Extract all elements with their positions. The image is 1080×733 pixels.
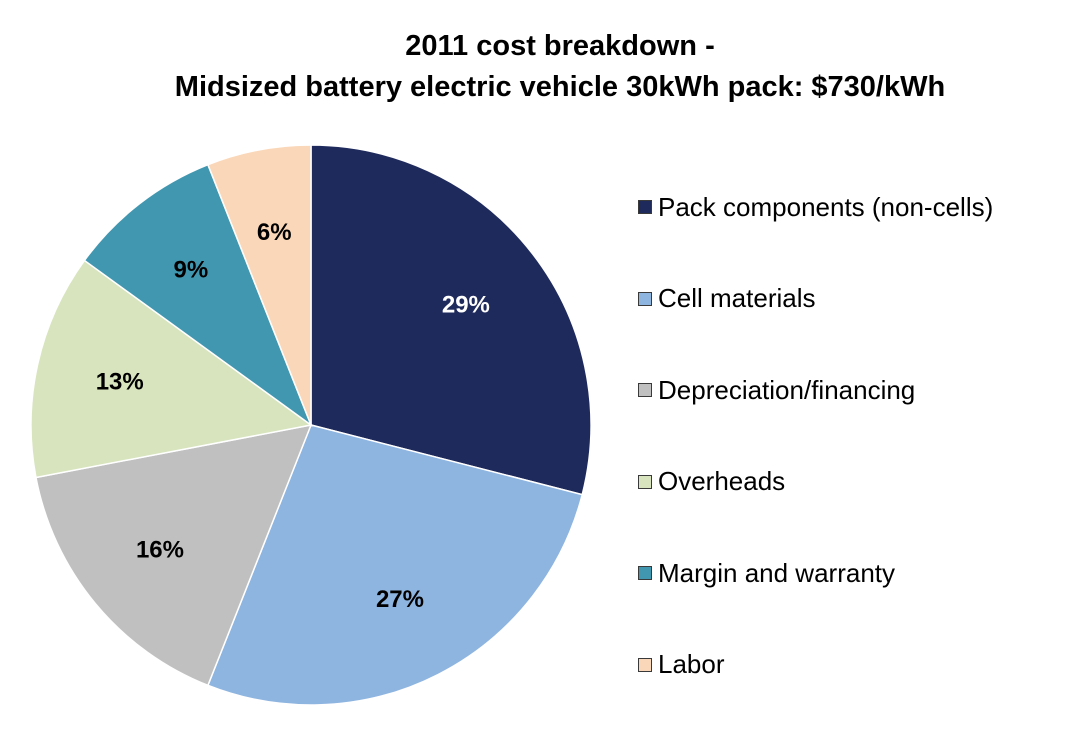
legend-swatch [638,474,652,489]
legend-swatch [638,291,652,306]
legend: Pack components (non-cells) Cell materia… [638,184,993,733]
chart-subtitle: Midsized battery electric vehicle 30kWh … [174,71,946,103]
legend-item-cell-materials: Cell materials [638,276,993,322]
legend-item-margin-warranty: Margin and warranty [638,550,993,596]
pie-slices [30,144,592,706]
chart-title: 2011 cost breakdown - [405,30,715,62]
legend-label: Overheads [658,466,786,496]
legend-swatch [638,566,652,580]
pie-slice-cell-materials [206,424,584,706]
legend-label: Labor [658,649,725,679]
pie-data-label: 16% [136,536,184,563]
pie-data-labels: 29% 27% 16% 13% 9% 6% [96,219,490,613]
pie-slice-labor [206,144,312,426]
pie-data-label: 9% [174,257,209,284]
legend-item-overheads: Overheads [638,459,993,505]
legend-item-depreciation-financing: Depreciation/financing [638,367,993,413]
pie-slice-overheads [30,259,313,479]
legend-item-labor: Labor [638,642,993,688]
pie-data-label: 29% [442,291,490,318]
legend-label: Cell materials [658,283,816,313]
legend-label: Pack components (non-cells) [658,191,994,222]
legend-label: Margin and warranty [658,557,895,588]
pie-data-label: 13% [96,369,144,396]
pie-slice-pack-components-non-cells [310,144,592,496]
legend-swatch [638,383,652,397]
pie-data-label: 6% [257,219,292,246]
legend-swatch [638,657,652,672]
pie-data-label: 27% [376,586,424,613]
legend-swatch [638,200,652,214]
pie-slice-depreciation-financing [35,424,313,687]
chart-title-block: 2011 cost breakdown - Midsized battery e… [0,26,1080,108]
pie-slice-margin-and-warranty [83,163,313,428]
legend-label: Depreciation/financing [658,374,916,405]
legend-item-pack-components: Pack components (non-cells) [638,184,993,230]
